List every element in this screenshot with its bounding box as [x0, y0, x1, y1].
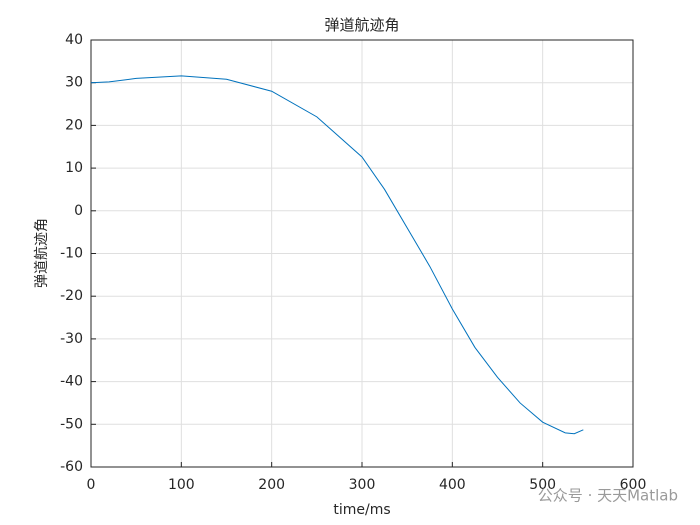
y-tick-label: -60	[60, 459, 83, 475]
y-tick-label: 0	[74, 203, 83, 219]
y-tick-label: 10	[65, 160, 83, 176]
x-tick-label: 400	[439, 477, 466, 493]
y-tick-label: 40	[65, 32, 83, 48]
x-tick-label: 200	[258, 477, 285, 493]
watermark: 公众号 · 天天Matlab	[538, 487, 678, 505]
x-tick-label: 0	[87, 477, 96, 493]
x-tick-label: 500	[529, 477, 556, 493]
x-axis-label: time/ms	[333, 502, 390, 518]
chart-title: 弹道航迹角	[324, 16, 399, 34]
y-tick-label: 20	[65, 117, 83, 133]
y-tick-label: 30	[65, 75, 83, 91]
x-tick-label: 300	[349, 477, 376, 493]
data-line	[90, 75, 584, 435]
y-tick-label: -50	[60, 416, 83, 432]
y-tick-label: -40	[60, 374, 83, 390]
plot-frame	[90, 39, 634, 468]
x-tick-label: 100	[168, 477, 195, 493]
y-axis-label: 弹道航迹角	[34, 218, 50, 288]
y-tick-label: -30	[60, 331, 83, 347]
y-tick-label: -10	[60, 246, 83, 262]
y-tick-label: -20	[60, 288, 83, 304]
x-tick-label: 600	[620, 477, 647, 493]
